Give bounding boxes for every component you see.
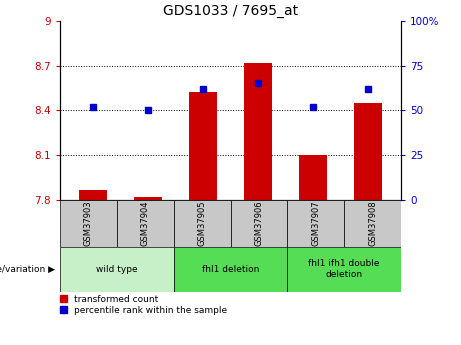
- Text: GSM37906: GSM37906: [254, 200, 263, 246]
- Bar: [299, 155, 327, 200]
- Bar: [174, 200, 230, 247]
- Bar: [355, 103, 382, 200]
- Bar: [244, 62, 272, 200]
- Title: GDS1033 / 7695_at: GDS1033 / 7695_at: [163, 4, 298, 18]
- Bar: [344, 200, 401, 247]
- Bar: [79, 190, 106, 200]
- Text: GSM37903: GSM37903: [84, 200, 93, 246]
- Bar: [134, 197, 162, 200]
- Text: GSM37905: GSM37905: [198, 201, 207, 246]
- Text: GSM37904: GSM37904: [141, 201, 150, 246]
- Text: wild type: wild type: [96, 265, 137, 274]
- Legend: transformed count, percentile rank within the sample: transformed count, percentile rank withi…: [60, 295, 227, 315]
- Bar: [287, 247, 401, 292]
- Bar: [60, 200, 117, 247]
- Text: GSM37907: GSM37907: [311, 200, 320, 246]
- Bar: [230, 200, 287, 247]
- Text: fhl1 deletion: fhl1 deletion: [202, 265, 259, 274]
- Bar: [287, 200, 344, 247]
- Text: genotype/variation ▶: genotype/variation ▶: [0, 265, 55, 274]
- Text: GSM37908: GSM37908: [368, 200, 377, 246]
- Text: fhl1 ifh1 double
deletion: fhl1 ifh1 double deletion: [308, 259, 380, 279]
- Bar: [174, 247, 287, 292]
- Bar: [189, 92, 217, 200]
- Bar: [117, 200, 174, 247]
- Bar: [60, 247, 174, 292]
